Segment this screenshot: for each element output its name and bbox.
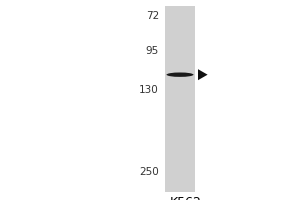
Bar [165, 6, 195, 192]
Polygon shape [198, 69, 208, 80]
Text: 130: 130 [139, 85, 159, 95]
Text: 95: 95 [146, 46, 159, 56]
Text: K562: K562 [170, 196, 202, 200]
Ellipse shape [167, 72, 194, 77]
Text: 72: 72 [146, 11, 159, 21]
Text: 250: 250 [139, 167, 159, 177]
